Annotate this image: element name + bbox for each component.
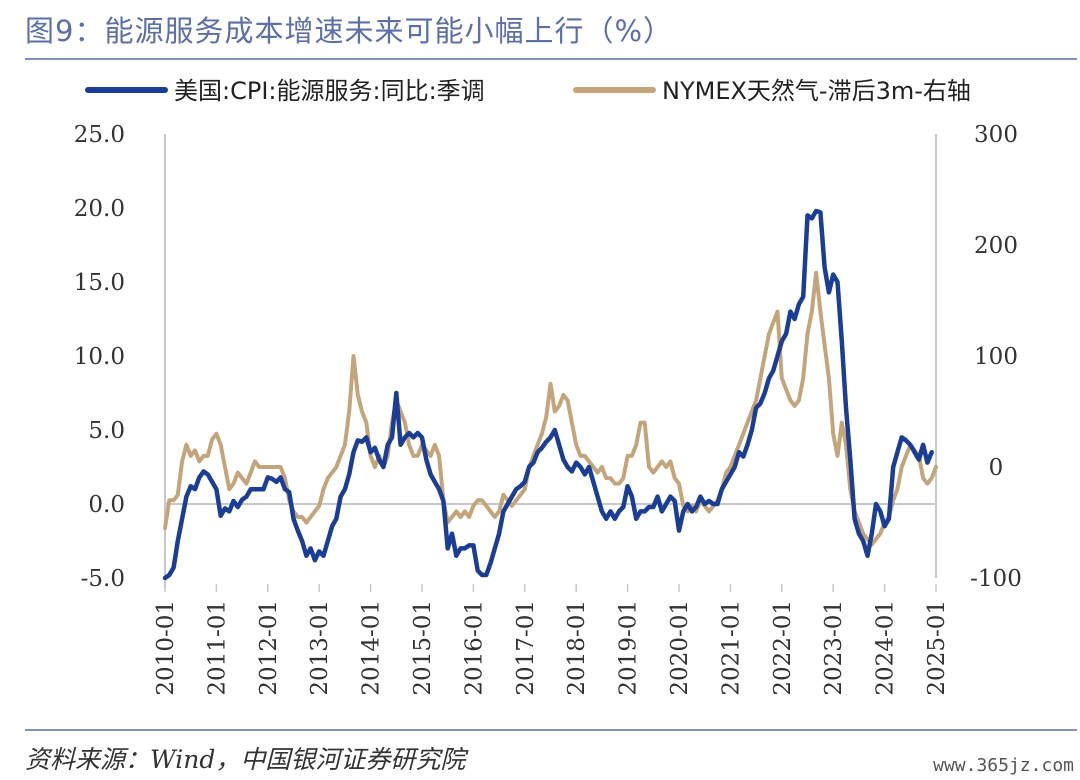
source-note: 资料来源：Wind，中国银河证券研究院 [25,745,466,774]
x-tick-label: 2023-01 [821,600,847,696]
title-divider [25,58,1077,60]
ticks: -5.0 0.0 5.0 10.0 15.0 20.0 25.0 -100 0 100 200 300… [74,122,1022,696]
legend-label-natural-gas: NYMEX天然气-滞后3m-右轴 [662,77,971,105]
x-tick-label: 2021-01 [718,600,744,696]
x-tick-label: 2022-01 [770,600,796,696]
y-left-tick-label: 25.0 [74,122,125,148]
x-tick-label: 2017-01 [513,600,539,696]
y-left-tick-label: -5.0 [81,566,125,592]
dual-axis-line-chart: 美国:CPI:能源服务:同比:季调 NYMEX天然气-滞后3m-右轴 -5.0 0… [74,77,1022,696]
x-tick-label: 2024-01 [873,600,899,696]
chart-title: 图9：能源服务成本增速未来可能小幅上行（%） [25,14,674,48]
legend: 美国:CPI:能源服务:同比:季调 NYMEX天然气-滞后3m-右轴 [85,77,971,105]
y-right-tick-label: 200 [974,233,1018,259]
x-tick-label: 2015-01 [410,600,436,696]
x-tick-label: 2014-01 [359,600,385,696]
legend-label-cpi: 美国:CPI:能源服务:同比:季调 [174,77,485,105]
y-right-tick-label: -100 [970,566,1022,592]
y-left-tick-label: 10.0 [74,344,125,370]
x-tick-label: 2020-01 [667,600,693,696]
x-tick-label: 2025-01 [924,600,950,696]
y-right-tick-label: 0 [989,455,1004,481]
footer-divider [25,729,1077,731]
y-right-tick-label: 300 [974,122,1018,148]
y-left-tick-label: 0.0 [88,492,125,518]
x-tick-label: 2011-01 [204,600,230,696]
x-tick-label: 2016-01 [461,600,487,696]
series [162,208,938,581]
series-line-cpi-energy-services [162,208,934,581]
axes [164,134,937,588]
y-left-tick-label: 5.0 [88,418,125,444]
x-tick-label: 2019-01 [616,600,642,696]
y-left-tick-label: 15.0 [74,270,125,296]
x-tick-label: 2010-01 [153,600,179,696]
watermark: www.365jz.com [933,755,1074,776]
x-tick-label: 2012-01 [256,600,282,696]
x-tick-label: 2013-01 [307,600,333,696]
y-right-tick-label: 100 [974,344,1018,370]
y-left-tick-label: 20.0 [74,196,125,222]
x-tick-label: 2018-01 [564,600,590,696]
